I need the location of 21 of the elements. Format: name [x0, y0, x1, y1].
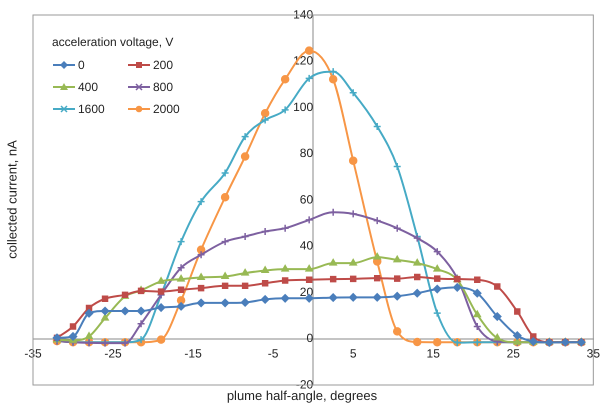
x-tick-label: -5: [268, 346, 279, 360]
legend-title: acceleration voltage, V: [52, 35, 174, 49]
y-tick-label: 100: [293, 100, 314, 114]
y-tick-label: 80: [300, 146, 314, 160]
legend-label: 200: [153, 58, 174, 72]
x-tick-label: 15: [426, 346, 440, 360]
legend-label: 0: [78, 58, 85, 72]
x-tick-label: 5: [350, 346, 357, 360]
y-tick-label: 60: [300, 192, 314, 206]
y-tick-label: 40: [300, 238, 314, 253]
x-tick-label: -15: [184, 346, 202, 360]
legend-label: 400: [78, 80, 98, 94]
legend-label: 800: [153, 80, 174, 94]
x-axis-title: plume half-angle, degrees: [226, 388, 378, 403]
x-tick-label: 25: [506, 346, 520, 360]
x-tick-label: -25: [104, 346, 122, 360]
y-tick-label: 0: [306, 331, 314, 346]
y-axis-title: collected current, nA: [4, 139, 20, 261]
legend-label: 1600: [78, 102, 105, 116]
legend-label: 2000: [153, 102, 180, 116]
x-tick-label: 35: [586, 346, 600, 360]
